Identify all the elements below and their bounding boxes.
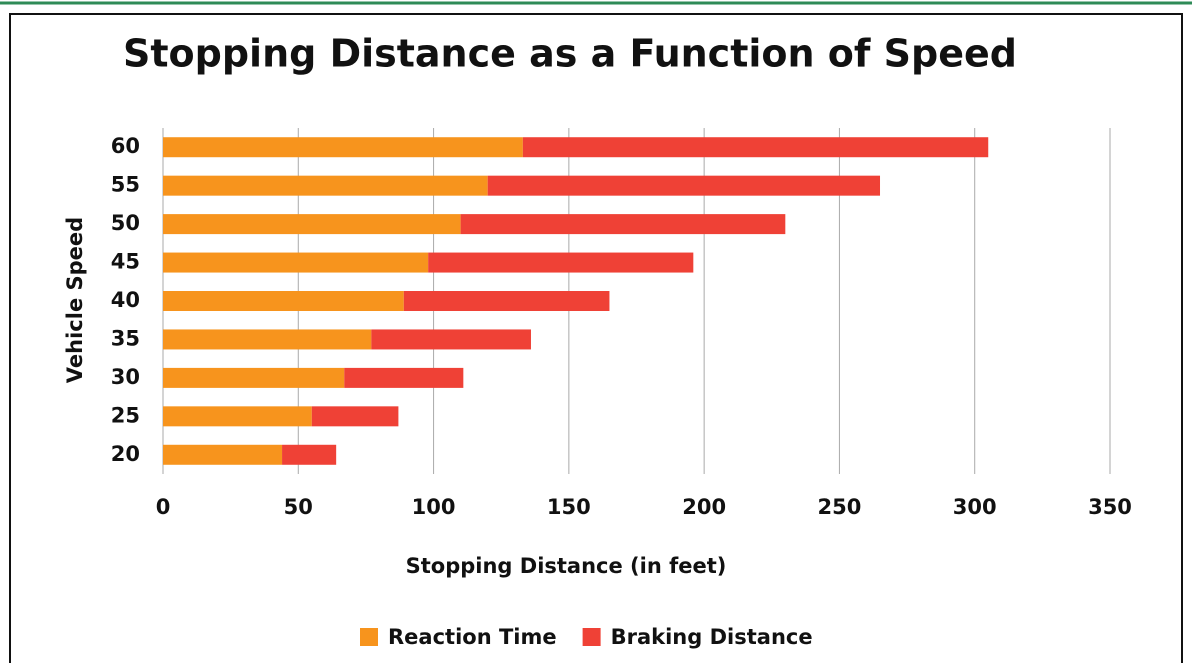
bar xyxy=(311,406,399,427)
x-tick-label: 100 xyxy=(412,495,456,519)
x-tick-label: 350 xyxy=(1088,495,1132,519)
bar xyxy=(282,444,337,465)
frame xyxy=(9,13,1183,663)
x-tick-label: 250 xyxy=(818,495,862,519)
x-tick-label: 50 xyxy=(284,495,313,519)
bar xyxy=(163,406,312,427)
bar xyxy=(163,444,283,465)
legend-swatch xyxy=(360,628,378,646)
bar xyxy=(163,214,461,235)
bar xyxy=(344,367,464,388)
bar xyxy=(163,291,404,311)
x-axis-title: Stopping Distance (in feet) xyxy=(406,554,727,578)
bar xyxy=(163,367,345,388)
bar xyxy=(428,252,694,273)
y-tick-label: 25 xyxy=(111,403,140,427)
y-axis-title: Vehicle Speed xyxy=(63,217,87,383)
legend-label: Reaction Time xyxy=(388,625,557,649)
x-tick-label: 300 xyxy=(953,495,997,519)
bar xyxy=(163,329,372,350)
chart-title: Stopping Distance as a Function of Speed xyxy=(123,32,1017,76)
y-tick-label: 45 xyxy=(111,250,140,274)
bar xyxy=(371,329,531,350)
y-tick-label: 20 xyxy=(111,442,140,466)
legend-label: Braking Distance xyxy=(611,625,813,649)
x-tick-label: 150 xyxy=(547,495,591,519)
x-tick-label: 200 xyxy=(682,495,726,519)
bar xyxy=(403,291,610,311)
bar xyxy=(163,137,523,158)
bar xyxy=(487,175,881,196)
x-tick-label: 0 xyxy=(156,495,171,519)
y-tick-label: 55 xyxy=(111,173,140,197)
legend-swatch xyxy=(582,628,601,646)
y-tick-label: 30 xyxy=(111,365,140,389)
bar xyxy=(163,175,488,196)
y-tick-label: 60 xyxy=(111,134,140,158)
bar xyxy=(163,252,429,273)
y-tick-label: 35 xyxy=(111,326,140,350)
bar xyxy=(460,214,786,235)
y-tick-label: 50 xyxy=(111,211,140,235)
bar xyxy=(522,137,989,158)
y-tick-label: 40 xyxy=(111,288,140,312)
